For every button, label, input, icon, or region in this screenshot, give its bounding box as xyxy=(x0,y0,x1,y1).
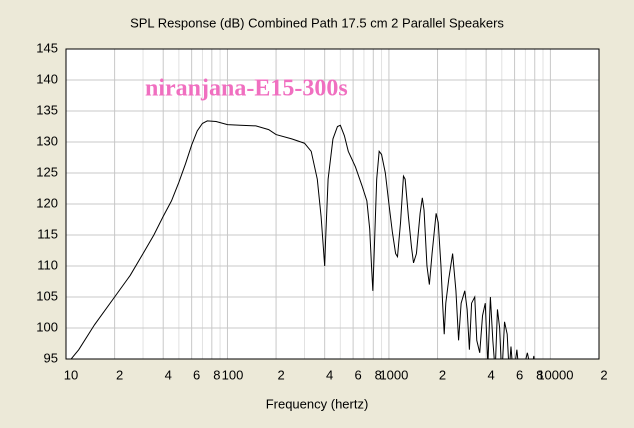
y-tick-label: 100 xyxy=(36,319,58,334)
y-tick-label: 95 xyxy=(44,350,58,365)
y-tick-label: 130 xyxy=(36,133,58,148)
y-tick-label: 115 xyxy=(37,226,58,241)
x-tick-label: 2 xyxy=(600,367,607,382)
y-tick-label: 105 xyxy=(36,288,58,303)
x-tick-label: 2 xyxy=(277,367,284,382)
response-line xyxy=(70,120,535,359)
x-tick-label: 1000 xyxy=(379,367,408,382)
y-tick-label: 145 xyxy=(36,40,58,55)
x-tick-label: 100 xyxy=(222,367,244,382)
chart-title: SPL Response (dB) Combined Path 17.5 cm … xyxy=(130,15,504,30)
x-tick-label: 2 xyxy=(116,367,123,382)
x-tick-label: 4 xyxy=(165,367,172,382)
watermark: niranjana-E15-300s xyxy=(145,76,348,102)
y-tick-label: 125 xyxy=(36,164,58,179)
x-tick-label: 6 xyxy=(354,367,361,382)
x-tick-label: 8 xyxy=(536,367,543,382)
x-tick-label: 10 xyxy=(64,367,78,382)
x-tick-label: 8 xyxy=(213,367,220,382)
x-tick-label: 6 xyxy=(516,367,523,382)
y-tick-label: 140 xyxy=(36,71,58,86)
x-tick-label: 8 xyxy=(375,367,382,382)
x-tick-label: 4 xyxy=(488,367,495,382)
grid xyxy=(65,48,600,360)
x-tick-label: 10000 xyxy=(537,367,573,382)
y-tick-label: 110 xyxy=(37,257,58,272)
x-tick-label: 4 xyxy=(326,367,333,382)
y-tick-label: 135 xyxy=(36,102,58,117)
y-tick-label: 120 xyxy=(36,195,58,210)
x-axis-label: Frequency (hertz) xyxy=(266,396,369,411)
x-tick-label: 2 xyxy=(439,367,446,382)
plot xyxy=(70,120,535,359)
x-tick-label: 6 xyxy=(193,367,200,382)
plot-border xyxy=(65,48,600,360)
